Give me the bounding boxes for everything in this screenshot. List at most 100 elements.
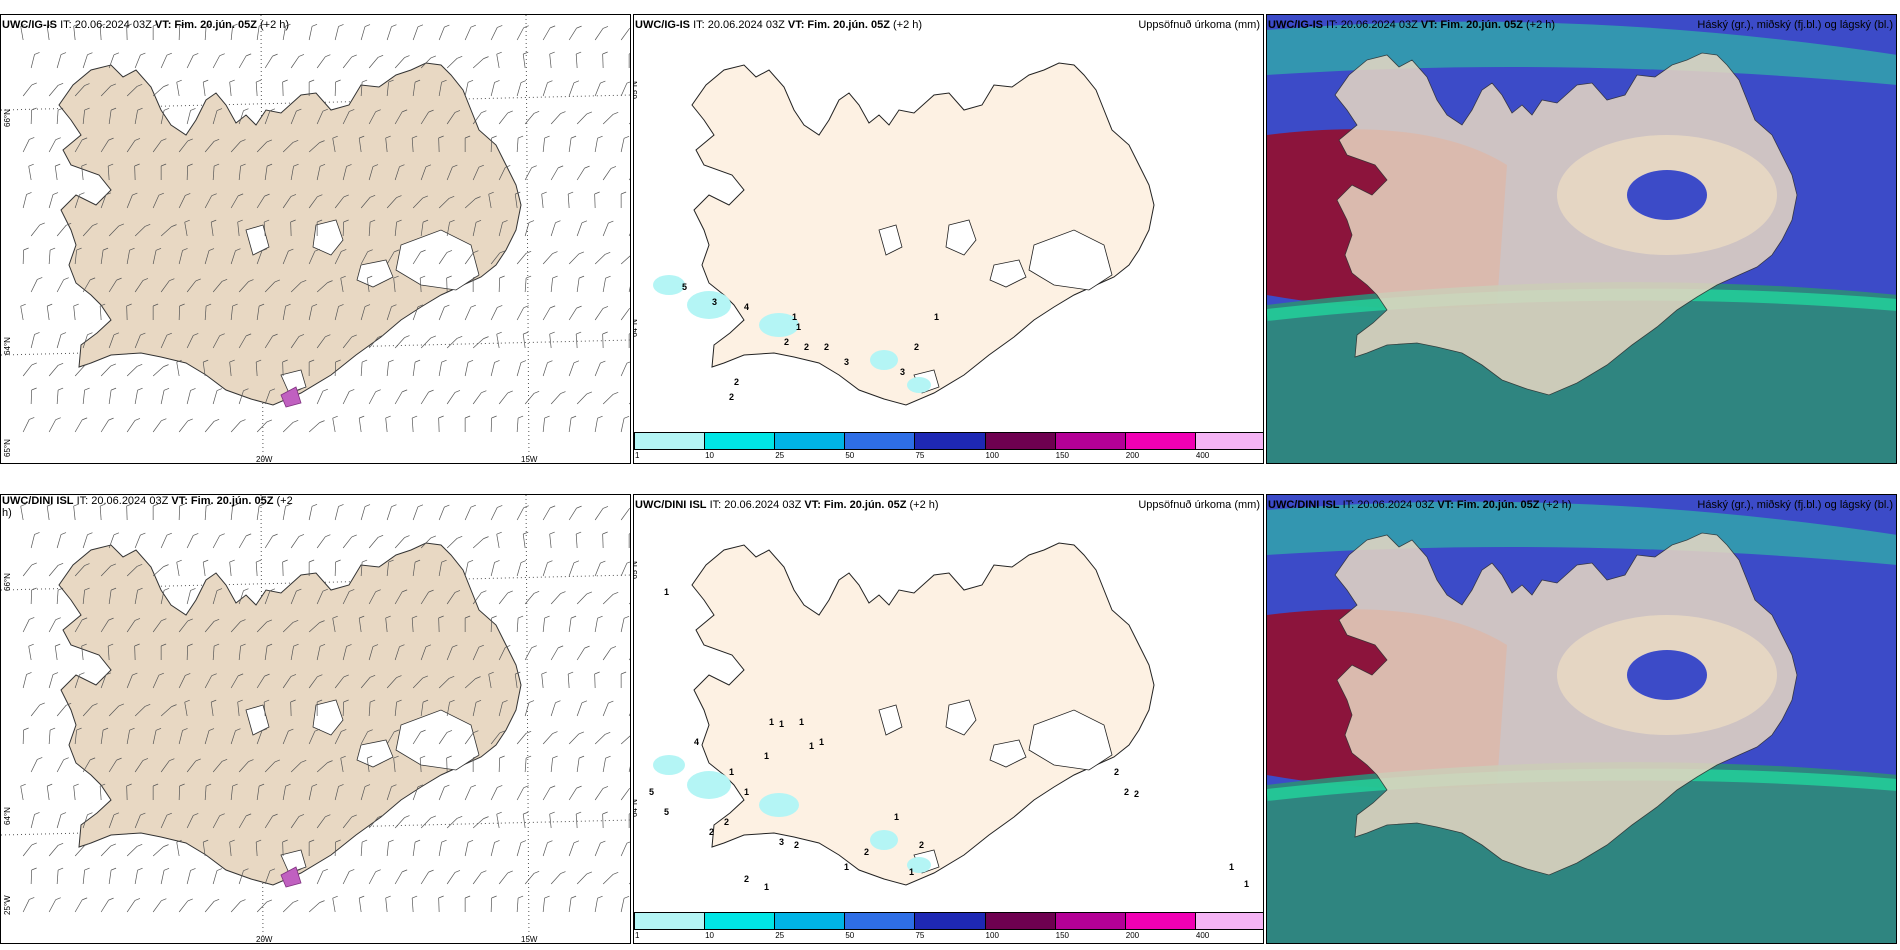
glacier-area bbox=[356, 739, 394, 768]
wind-barb-flag bbox=[430, 815, 436, 819]
wind-barb-flag bbox=[248, 279, 254, 282]
wind-barb-flag bbox=[182, 248, 188, 251]
wind-barb bbox=[230, 141, 241, 153]
wind-barb bbox=[160, 760, 170, 773]
wind-barb bbox=[542, 507, 551, 521]
wind-barb-flag bbox=[629, 788, 630, 789]
wind-barb bbox=[30, 334, 35, 349]
wind-barb bbox=[282, 196, 292, 209]
precip-value: 1 bbox=[894, 812, 899, 822]
wind-barb bbox=[22, 364, 33, 377]
wind-barb bbox=[602, 168, 612, 181]
colorbar-segment bbox=[704, 913, 775, 929]
precip-value: 4 bbox=[694, 737, 699, 747]
wind-barb-flag bbox=[208, 728, 215, 731]
wind-barb-flag bbox=[66, 222, 72, 226]
graticule-line bbox=[525, 15, 530, 463]
wind-barb bbox=[568, 27, 577, 41]
wind-barb-flag bbox=[325, 814, 331, 817]
wind-barb-flag bbox=[438, 415, 444, 419]
wind-barb bbox=[108, 225, 120, 237]
lat-label-64: 64°N bbox=[633, 799, 639, 817]
wind-barb bbox=[516, 562, 522, 577]
wind-barb bbox=[74, 250, 77, 265]
wind-barb-flag bbox=[404, 335, 410, 338]
wind-barb bbox=[438, 786, 445, 801]
wind-barb bbox=[420, 537, 432, 549]
wind-barb bbox=[212, 815, 221, 829]
wind-barb bbox=[108, 110, 112, 125]
wind-barb bbox=[490, 252, 501, 265]
wind-barb bbox=[488, 194, 492, 209]
wind-barb-flag bbox=[441, 79, 447, 83]
wind-barb-flag bbox=[108, 163, 114, 167]
wind-barb bbox=[256, 621, 268, 633]
wind-barb-flag bbox=[430, 335, 436, 339]
wind-barb-flag bbox=[541, 671, 547, 675]
wind-barb bbox=[263, 702, 266, 717]
wind-barb-flag bbox=[290, 219, 296, 223]
wind-barb bbox=[210, 222, 214, 237]
wind-barb-flag bbox=[113, 812, 120, 816]
colorbar-tick-label: 200 bbox=[1125, 451, 1140, 460]
wind-barb-flag bbox=[597, 895, 603, 899]
wind-barb-flag bbox=[319, 140, 325, 143]
wind-barb bbox=[134, 390, 138, 405]
wind-barb-flag bbox=[375, 869, 381, 872]
wind-barb bbox=[202, 362, 206, 377]
wind-barb bbox=[620, 618, 625, 633]
wind-barb bbox=[594, 618, 598, 633]
wind-barb bbox=[28, 646, 32, 661]
glacier-area bbox=[395, 229, 480, 291]
wind-barb-flag bbox=[499, 730, 505, 734]
wind-barb-flag bbox=[100, 23, 106, 27]
glacier-area bbox=[945, 219, 977, 256]
wind-barb-flag bbox=[414, 839, 421, 843]
wind-barb-flag bbox=[481, 590, 487, 593]
wind-barb bbox=[74, 845, 85, 857]
wind-barb-flag bbox=[193, 813, 199, 816]
wind-barb-flag bbox=[491, 895, 497, 899]
wind-barb bbox=[202, 82, 206, 97]
wind-barb bbox=[386, 306, 392, 321]
wind-barb-flag bbox=[558, 165, 564, 169]
wind-barb-flag bbox=[163, 867, 170, 871]
wind-barb bbox=[308, 196, 318, 209]
wind-barb bbox=[30, 224, 41, 237]
wind-barb-flag bbox=[602, 306, 609, 309]
wind-barb bbox=[602, 648, 612, 661]
wind-barb-flag bbox=[20, 503, 26, 507]
glacier-area bbox=[395, 709, 480, 771]
wind-barb-flag bbox=[525, 275, 532, 279]
wind-barb bbox=[126, 566, 138, 577]
glacier-area bbox=[945, 699, 977, 736]
wind-barb-flag bbox=[629, 533, 630, 535]
wind-barb bbox=[178, 730, 183, 745]
wind-barb-flag bbox=[578, 251, 584, 255]
wind-barb-flag bbox=[364, 504, 371, 507]
wind-barb-flag bbox=[153, 503, 159, 507]
wind-barb-flag bbox=[73, 23, 79, 27]
wind-barb-flag bbox=[314, 248, 320, 252]
wind-barb-flag bbox=[608, 700, 614, 704]
wind-barb-flag bbox=[417, 24, 424, 28]
wind-barb-flag bbox=[483, 816, 489, 819]
wind-barb bbox=[498, 112, 509, 125]
wind-barb bbox=[446, 538, 458, 549]
wind-barb bbox=[498, 167, 506, 181]
wind-barb bbox=[230, 306, 233, 321]
wind-barb-flag bbox=[57, 587, 64, 591]
precip-value: 1 bbox=[909, 867, 914, 877]
wind-barb-flag bbox=[161, 418, 167, 421]
wind-barb bbox=[464, 732, 474, 745]
wind-barb-flag bbox=[594, 671, 600, 675]
wind-barb-flag bbox=[335, 559, 341, 563]
wind-barb-flag bbox=[134, 618, 141, 621]
wind-barb bbox=[100, 194, 107, 209]
wind-barb-flag bbox=[237, 699, 243, 703]
wind-barb bbox=[74, 194, 80, 209]
wind-barb bbox=[202, 842, 206, 857]
wind-barb bbox=[82, 54, 88, 69]
wind-barb bbox=[334, 676, 345, 689]
wind-barb-flag bbox=[301, 759, 307, 763]
